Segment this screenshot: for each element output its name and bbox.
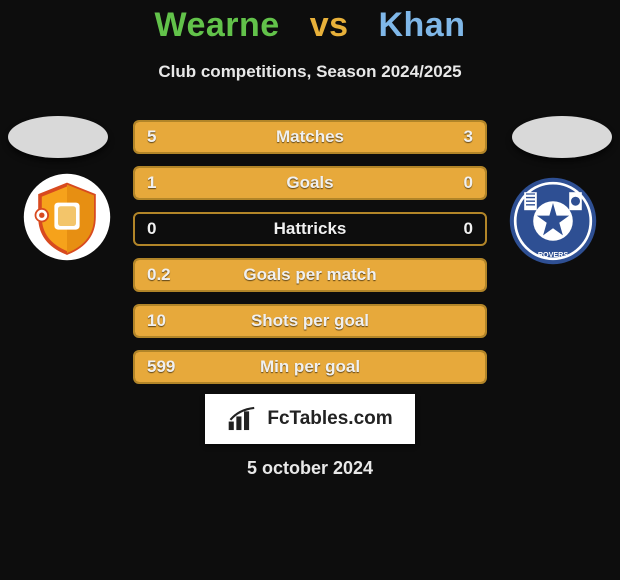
stat-label: Shots per goal [135, 306, 485, 336]
player1-club-crest [22, 172, 112, 262]
player2-club-crest: ROVERS [508, 176, 598, 266]
title-row: Wearne vs Khan [0, 6, 620, 45]
svg-text:ROVERS: ROVERS [538, 250, 569, 259]
player1-name: Wearne [155, 6, 280, 44]
player1-photo-placeholder [8, 116, 108, 158]
shield-icon [22, 172, 112, 262]
stat-row: 10Shots per goal [133, 304, 487, 338]
stat-row: 0.2Goals per match [133, 258, 487, 292]
stat-label: Matches [135, 122, 485, 152]
player2-name: Khan [378, 6, 465, 44]
stat-label: Goals [135, 168, 485, 198]
stat-bars: 53Matches 10Goals 00Hattricks 0.2Goals per … [133, 120, 487, 396]
stat-row: 00Hattricks [133, 212, 487, 246]
bars-rising-icon [227, 406, 261, 432]
stat-row: 53Matches [133, 120, 487, 154]
stat-label: Min per goal [135, 352, 485, 382]
stat-row: 599Min per goal [133, 350, 487, 384]
player2-photo-placeholder [512, 116, 612, 158]
watermark-text: FcTables.com [267, 408, 392, 430]
date-text: 5 october 2024 [0, 458, 620, 479]
stat-row: 10Goals [133, 166, 487, 200]
round-crest-icon: ROVERS [508, 176, 598, 266]
watermark: FcTables.com [205, 394, 415, 444]
stat-label: Goals per match [135, 260, 485, 290]
subtitle: Club competitions, Season 2024/2025 [0, 62, 620, 82]
stat-label: Hattricks [135, 214, 485, 244]
vs-text: vs [310, 6, 349, 44]
comparison-card: Wearne vs Khan Club competitions, Season… [0, 0, 620, 580]
